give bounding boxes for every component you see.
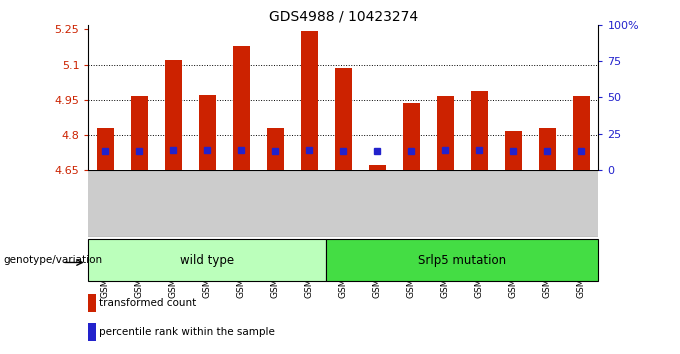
Bar (165, 60, 182, 170)
FancyBboxPatch shape (326, 239, 598, 281)
Bar (369, 165, 386, 170)
Bar (301, 31, 318, 170)
Bar (573, 96, 590, 170)
Bar (88, 294, 96, 312)
Bar (131, 96, 148, 170)
Bar (233, 46, 250, 170)
Bar (539, 128, 556, 170)
Title: GDS4988 / 10423274: GDS4988 / 10423274 (269, 10, 418, 24)
Text: Srlp5 mutation: Srlp5 mutation (418, 254, 507, 267)
Bar (88, 323, 96, 341)
Bar (267, 128, 284, 170)
Bar (403, 103, 420, 170)
Bar (505, 131, 522, 170)
Text: percentile rank within the sample: percentile rank within the sample (99, 327, 275, 337)
Bar (199, 95, 216, 170)
Text: genotype/variation: genotype/variation (3, 255, 103, 265)
Bar (335, 68, 352, 170)
Bar (471, 91, 488, 170)
Bar (97, 128, 114, 170)
Bar (437, 96, 454, 170)
Text: transformed count: transformed count (99, 298, 197, 308)
FancyBboxPatch shape (88, 239, 326, 281)
Text: wild type: wild type (180, 254, 235, 267)
